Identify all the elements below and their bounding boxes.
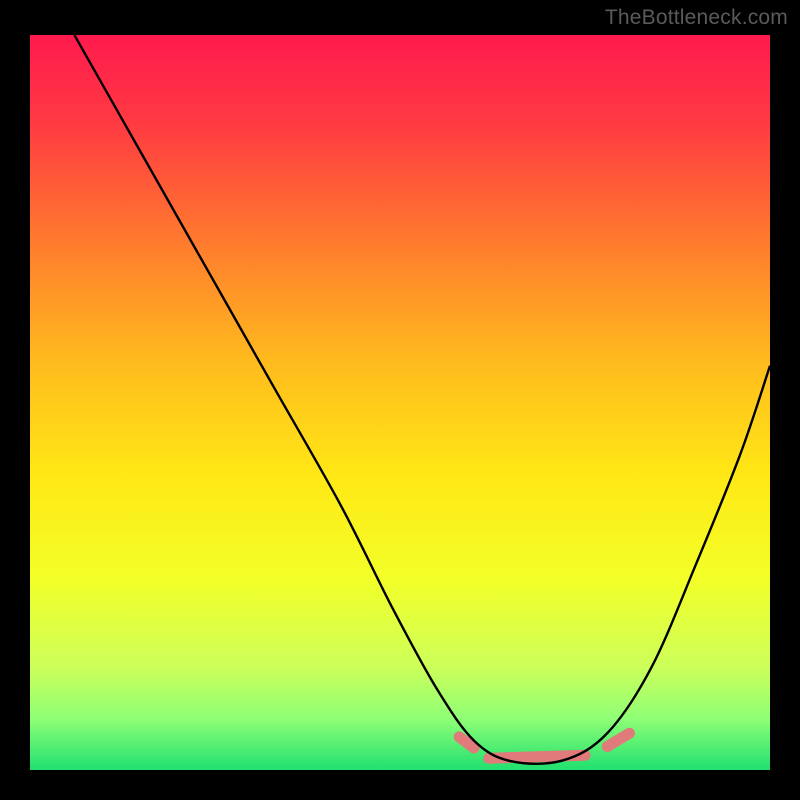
- gradient-background: [30, 35, 770, 770]
- watermark-text: TheBottleneck.com: [605, 6, 788, 30]
- chart-area: [30, 35, 770, 770]
- bottleneck-chart: [30, 35, 770, 770]
